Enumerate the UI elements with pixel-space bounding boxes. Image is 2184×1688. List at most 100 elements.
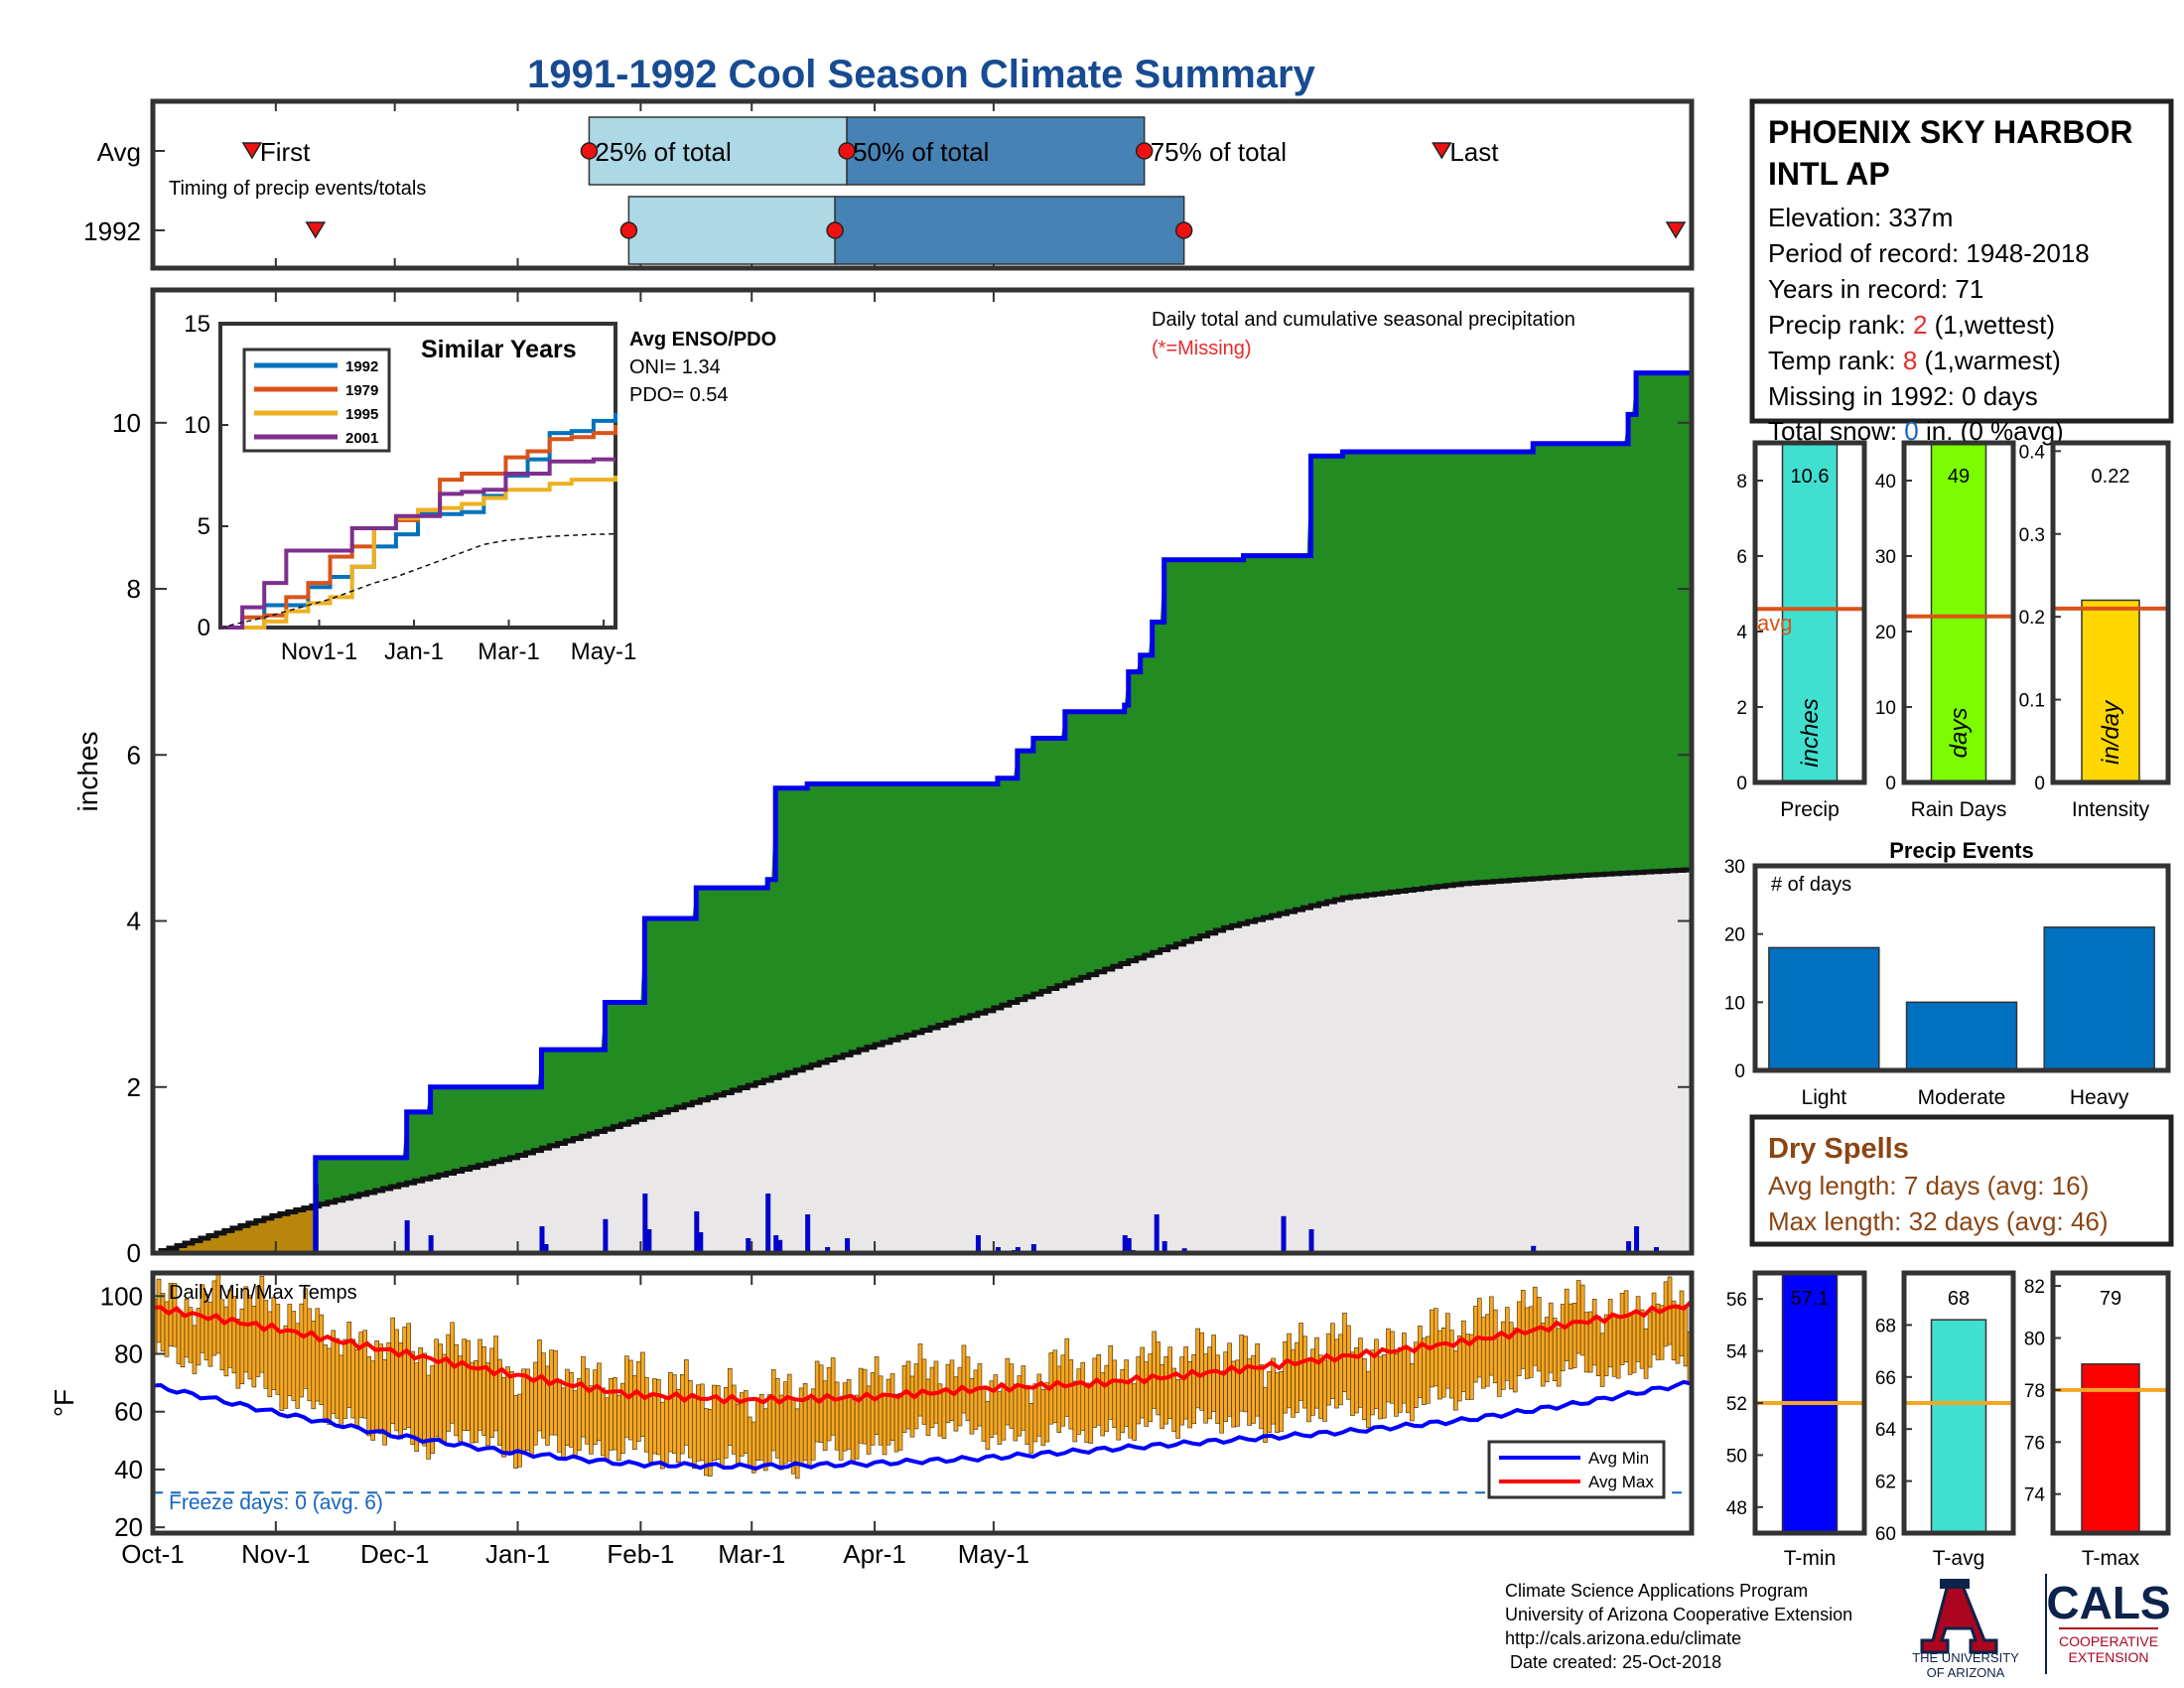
events-note: # of days	[1771, 874, 1851, 896]
daily-temp-bar	[450, 1322, 455, 1424]
footer-line-4: Date created: 25-Oct-2018	[1505, 1652, 1721, 1672]
mini-temp-ytick-label: 60	[1875, 1524, 1896, 1545]
daily-precip-bar	[603, 1218, 609, 1253]
main-frame	[150, 287, 1695, 1256]
inset-xtick-label: Jan-1	[384, 638, 444, 665]
daily-precip-bar	[805, 1214, 811, 1253]
mini-ytick-label: 10	[1875, 698, 1896, 719]
daily-temp-bar	[774, 1378, 780, 1459]
mini-temp-frame	[1901, 1270, 2016, 1536]
daily-temp-bar	[597, 1362, 602, 1442]
daily-temp-bar	[1484, 1314, 1490, 1387]
temp-rank: Temp rank: 8 (1,warmest)	[1768, 346, 2061, 375]
daily-temp-bar	[1191, 1354, 1196, 1425]
daily-temp-bar	[636, 1360, 641, 1443]
mini-frame	[2050, 440, 2171, 785]
daily-temp-bar	[1540, 1323, 1546, 1387]
events-ytick-label: 20	[1724, 925, 1745, 946]
daily-temp-bar	[541, 1352, 546, 1439]
daily-temp-bar	[370, 1360, 376, 1441]
timing-event-marker	[1431, 142, 1452, 160]
temp-ytick-label: 60	[114, 1397, 143, 1427]
daily-temp-bar	[1306, 1358, 1311, 1423]
daily-temp-bar	[577, 1377, 582, 1451]
events-xlabel: Light	[1802, 1086, 1847, 1109]
daily-precip-bar	[698, 1232, 704, 1253]
daily-temp-bar	[1548, 1302, 1554, 1373]
daily-temp-bar	[1283, 1340, 1288, 1414]
daily-temp-bar	[315, 1308, 321, 1402]
mini-ytick-label: 0	[1736, 774, 1747, 794]
daily-precip-bar	[1531, 1245, 1537, 1253]
daily-temp-bar	[478, 1338, 482, 1431]
daily-temp-bar	[1386, 1328, 1391, 1403]
daily-temp-bar	[1080, 1361, 1086, 1431]
daily-temp-bar	[525, 1368, 530, 1452]
mini-value: 0.22	[2092, 466, 2130, 488]
daily-temp-bar	[727, 1367, 733, 1446]
timing-event-marker	[1665, 221, 1687, 239]
month-label: Dec-1	[360, 1539, 429, 1569]
daily-temp-bar	[1076, 1368, 1082, 1435]
daily-temp-bar	[858, 1367, 864, 1444]
daily-temp-bar	[1607, 1299, 1613, 1368]
timing-quantile-dot	[838, 142, 856, 160]
mini-temp-ytick-label: 68	[1875, 1316, 1896, 1336]
daily-temp-bar	[1024, 1388, 1030, 1445]
daily-temp-bar	[941, 1388, 947, 1439]
timing-quantile-dot	[826, 221, 844, 239]
mini-temp-ytick-label: 74	[2024, 1485, 2046, 1506]
daily-temp-bar	[1366, 1371, 1371, 1429]
daily-temp-bar	[509, 1371, 514, 1456]
daily-temp-bar	[513, 1395, 518, 1470]
daily-temp-bar	[517, 1393, 522, 1468]
daily-temp-bar	[1163, 1355, 1168, 1425]
daily-temp-bar	[1128, 1378, 1134, 1439]
dry-avg-length: Avg length: 7 days (avg: 16)	[1768, 1171, 2089, 1200]
mini-ytick-label: 6	[1736, 547, 1747, 568]
timing-box-upper	[834, 196, 1185, 265]
daily-temp-bar	[1679, 1290, 1685, 1357]
daily-temp-bar	[1227, 1342, 1232, 1417]
inset-ytick-label: 5	[198, 513, 210, 540]
daily-temp-bar	[953, 1376, 959, 1432]
daily-temp-bar	[628, 1359, 633, 1441]
mini-value: 49	[1948, 466, 1970, 488]
daily-precip-bar	[313, 1185, 319, 1253]
daily-precip-bar	[539, 1226, 545, 1253]
daily-temp-bar	[1259, 1364, 1264, 1430]
daily-temp-bar	[442, 1353, 447, 1445]
mini-ytick-label: 8	[1736, 472, 1747, 492]
daily-temp-bar	[1203, 1353, 1208, 1424]
mini-temp-ytick-label: 78	[2024, 1381, 2045, 1402]
daily-temp-bar	[1457, 1335, 1462, 1402]
daily-temp-bar	[1568, 1303, 1573, 1370]
daily-temp-bar	[1410, 1362, 1415, 1422]
mini-ytick-label: 0	[1885, 774, 1896, 794]
daily-precip-bar	[694, 1211, 700, 1253]
month-label: Oct-1	[121, 1539, 185, 1569]
daily-temp-bar	[1243, 1336, 1248, 1413]
mini-ytick-label: 0.4	[2019, 442, 2046, 463]
daily-temp-bar	[585, 1368, 590, 1445]
daily-temp-bar	[1496, 1332, 1502, 1397]
daily-temp-bar	[1112, 1359, 1118, 1429]
daily-temp-bar	[350, 1338, 356, 1419]
daily-temp-bar	[287, 1304, 293, 1397]
daily-temp-bar	[751, 1421, 756, 1474]
daily-temp-bar	[854, 1394, 860, 1460]
daily-temp-bar	[676, 1388, 681, 1464]
daily-temp-bar	[897, 1392, 903, 1451]
daily-precip-bar	[975, 1235, 981, 1253]
daily-temp-bar	[957, 1366, 963, 1427]
daily-temp-bar	[1021, 1365, 1026, 1431]
daily-temp-bar	[1398, 1346, 1403, 1413]
daily-temp-bar	[1591, 1299, 1597, 1366]
daily-temp-bar	[1524, 1307, 1530, 1379]
daily-temp-bar	[283, 1325, 289, 1409]
mini-bar-intensity	[2081, 599, 2140, 783]
timing-quantile-dot	[1174, 221, 1193, 239]
events-ytick-label: 30	[1724, 857, 1745, 878]
missing-note: (*=Missing)	[1152, 338, 1252, 359]
university-of-arizona-logo: THE UNIVERSITY OF ARIZONA	[1912, 1574, 2047, 1680]
